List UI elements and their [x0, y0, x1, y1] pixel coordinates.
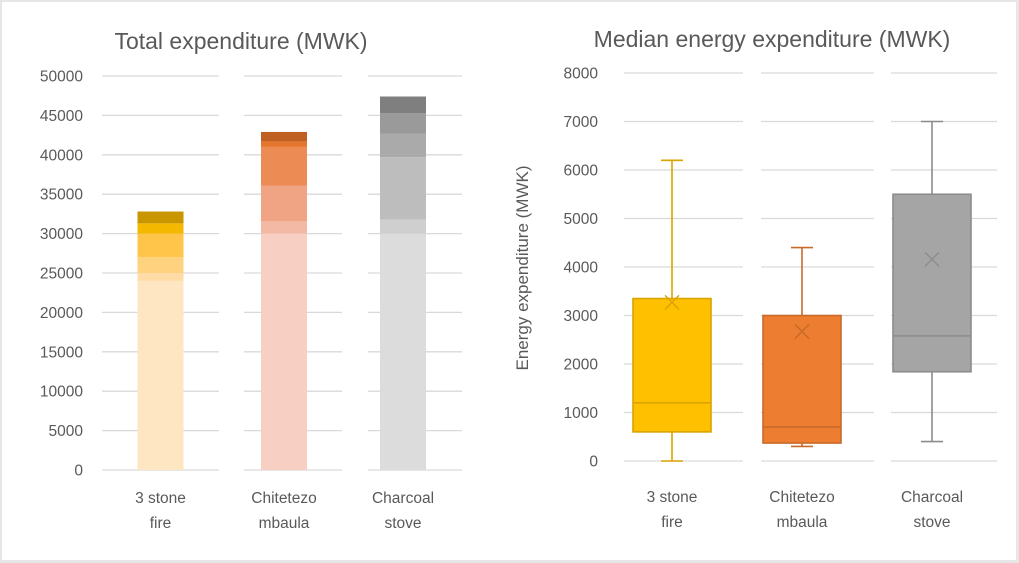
bar-segment — [261, 131, 307, 142]
bar-segment — [380, 157, 426, 220]
y-tick-label: 7000 — [564, 114, 599, 131]
bar-segment — [137, 257, 184, 273]
bar-segment — [261, 185, 307, 221]
chart-title: Total expenditure (MWK) — [114, 28, 367, 54]
bar-segment — [380, 219, 426, 234]
x-category-label: Charcoal — [901, 489, 963, 506]
stacked-bars — [137, 96, 426, 470]
y-tick-label: 5000 — [564, 211, 599, 228]
y-tick-label: 4000 — [564, 260, 599, 277]
x-category-label: Charcoal — [372, 490, 434, 507]
y-tick-label: 8000 — [564, 66, 599, 83]
y-tick-label: 6000 — [564, 163, 599, 180]
x-axis-categories: 3 stone fire Chitetezo mbaula Charcoal stove — [135, 490, 434, 532]
box-plots — [632, 120, 972, 462]
bar-stack-chitetezo-mbaula — [261, 131, 307, 470]
y-tick-label: 50000 — [40, 69, 83, 86]
box-charcoal-stove — [892, 120, 972, 443]
x-category-label: Chitetezo — [251, 490, 316, 507]
mean-marker — [794, 324, 810, 339]
x-category-label: 3 stone — [135, 490, 186, 507]
bar-segment — [380, 133, 426, 158]
x-axis-categories: 3 stone fire Chitetezo mbaula Charcoal stove — [647, 489, 963, 531]
bar-segment — [137, 273, 184, 281]
interquartile-box — [762, 314, 842, 444]
y-tick-label: 5000 — [49, 423, 84, 440]
bar-segment — [137, 223, 184, 234]
x-category-label: fire — [661, 514, 683, 531]
y-tick-label: 2000 — [564, 357, 599, 374]
bar-stack-3-stone-fire — [137, 211, 184, 470]
y-axis-label: Energy expenditure (MWK) — [513, 165, 532, 370]
y-tick-label: 35000 — [40, 187, 83, 204]
mean-marker — [924, 251, 940, 267]
bar-segment — [137, 280, 184, 470]
box-3-stone-fire — [632, 159, 712, 462]
bar-segment — [137, 233, 184, 258]
bar-segment — [137, 211, 184, 224]
chart-title: Median energy expenditure (MWK) — [594, 26, 951, 52]
bar-segment — [261, 141, 307, 147]
y-tick-label: 1000 — [564, 405, 599, 422]
bar-segment — [380, 96, 426, 114]
bar-segment — [261, 146, 307, 186]
x-category-label: 3 stone — [647, 489, 698, 506]
mean-marker — [664, 294, 680, 310]
box-chitetezo-mbaula — [762, 246, 842, 448]
y-tick-label: 15000 — [40, 344, 83, 361]
bar-stack-charcoal-stove — [380, 96, 426, 470]
interquartile-box — [892, 193, 972, 373]
x-category-label: stove — [384, 515, 421, 532]
y-tick-label: 0 — [74, 463, 83, 480]
y-axis-ticks: 0 1000 2000 3000 4000 5000 6000 7000 8000 — [564, 66, 599, 471]
x-category-label: stove — [913, 514, 950, 531]
x-category-label: Chitetezo — [769, 489, 834, 506]
bar-segment — [261, 233, 307, 470]
bar-segment — [380, 113, 426, 134]
y-tick-label: 40000 — [40, 147, 83, 164]
bar-segment — [380, 233, 426, 470]
bar-segment — [261, 220, 307, 234]
y-tick-label: 30000 — [40, 226, 83, 243]
y-tick-label: 20000 — [40, 305, 83, 322]
interquartile-box — [632, 297, 712, 433]
x-category-label: fire — [150, 515, 172, 532]
y-tick-label: 25000 — [40, 266, 83, 283]
y-tick-label: 0 — [589, 454, 598, 471]
y-axis-ticks: 0 5000 10000 15000 20000 25000 30000 35000 40000… — [40, 69, 83, 480]
y-tick-label: 10000 — [40, 384, 83, 401]
y-tick-label: 45000 — [40, 108, 83, 125]
y-tick-label: 3000 — [564, 308, 599, 325]
x-category-label: mbaula — [259, 515, 310, 532]
x-category-label: mbaula — [777, 514, 828, 531]
